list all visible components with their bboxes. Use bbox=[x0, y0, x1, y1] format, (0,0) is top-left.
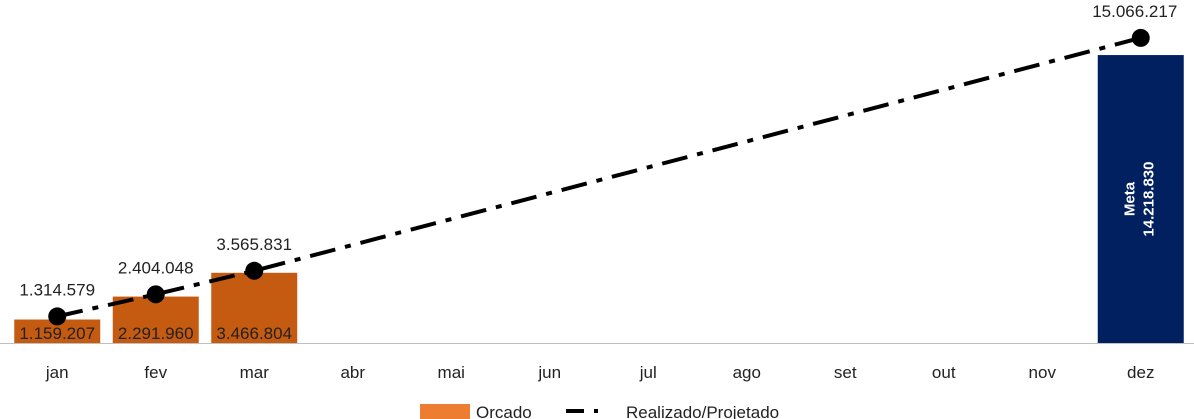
line-realizado-projetado bbox=[56, 35, 1142, 319]
point-jan bbox=[48, 307, 67, 326]
legend-swatch-orcado bbox=[420, 404, 470, 419]
point-label-mar: 3.565.831 bbox=[216, 235, 292, 254]
goal-bar-dez bbox=[1097, 55, 1184, 343]
x-tick-fev: fev bbox=[144, 363, 167, 382]
x-tick-out: out bbox=[932, 363, 956, 382]
point-mar bbox=[245, 261, 264, 280]
bar-label-mar: 3.466.804 bbox=[216, 324, 292, 343]
x-tick-labels: jan fev mar abr mai jun jul ago set out nov dez bbox=[45, 363, 1155, 382]
bar-mar bbox=[211, 272, 298, 343]
bar-label-jan: 1.159.207 bbox=[19, 324, 95, 343]
bar-label-fev: 2.291.960 bbox=[118, 324, 194, 343]
bar-jan bbox=[14, 319, 101, 343]
point-label-fev: 2.404.048 bbox=[118, 258, 194, 277]
x-tick-dez: dez bbox=[1127, 363, 1154, 382]
legend-label-realizado: Realizado/Projetado bbox=[626, 403, 779, 419]
x-tick-set: set bbox=[834, 363, 857, 382]
x-tick-nov: nov bbox=[1029, 363, 1057, 382]
goal-value-label: 14.218.830 bbox=[1141, 161, 1158, 236]
legend: Orcado Realizado/Projetado bbox=[420, 403, 779, 419]
goal-label: Meta bbox=[1122, 181, 1139, 216]
x-tick-ago: ago bbox=[733, 363, 761, 382]
x-tick-jul: jul bbox=[639, 363, 657, 382]
goal-layer: Meta 14.218.830 bbox=[1097, 55, 1184, 343]
line-layer: 1.314.579 2.404.048 3.565.831 15.066.217 bbox=[19, 2, 1177, 326]
bar-data-labels: 1.159.207 2.291.960 3.466.804 bbox=[19, 324, 292, 343]
x-tick-mai: mai bbox=[438, 363, 465, 382]
bars-layer bbox=[14, 272, 298, 343]
x-tick-jun: jun bbox=[537, 363, 561, 382]
x-tick-jan: jan bbox=[45, 363, 69, 382]
legend-label-orcado: Orcado bbox=[476, 403, 532, 419]
point-label-dez: 15.066.217 bbox=[1092, 2, 1177, 21]
point-label-jan: 1.314.579 bbox=[19, 280, 95, 299]
point-dez bbox=[1131, 28, 1150, 47]
x-tick-abr: abr bbox=[340, 363, 365, 382]
point-fev bbox=[146, 285, 165, 304]
x-tick-mar: mar bbox=[240, 363, 270, 382]
bar-fev bbox=[112, 296, 199, 343]
